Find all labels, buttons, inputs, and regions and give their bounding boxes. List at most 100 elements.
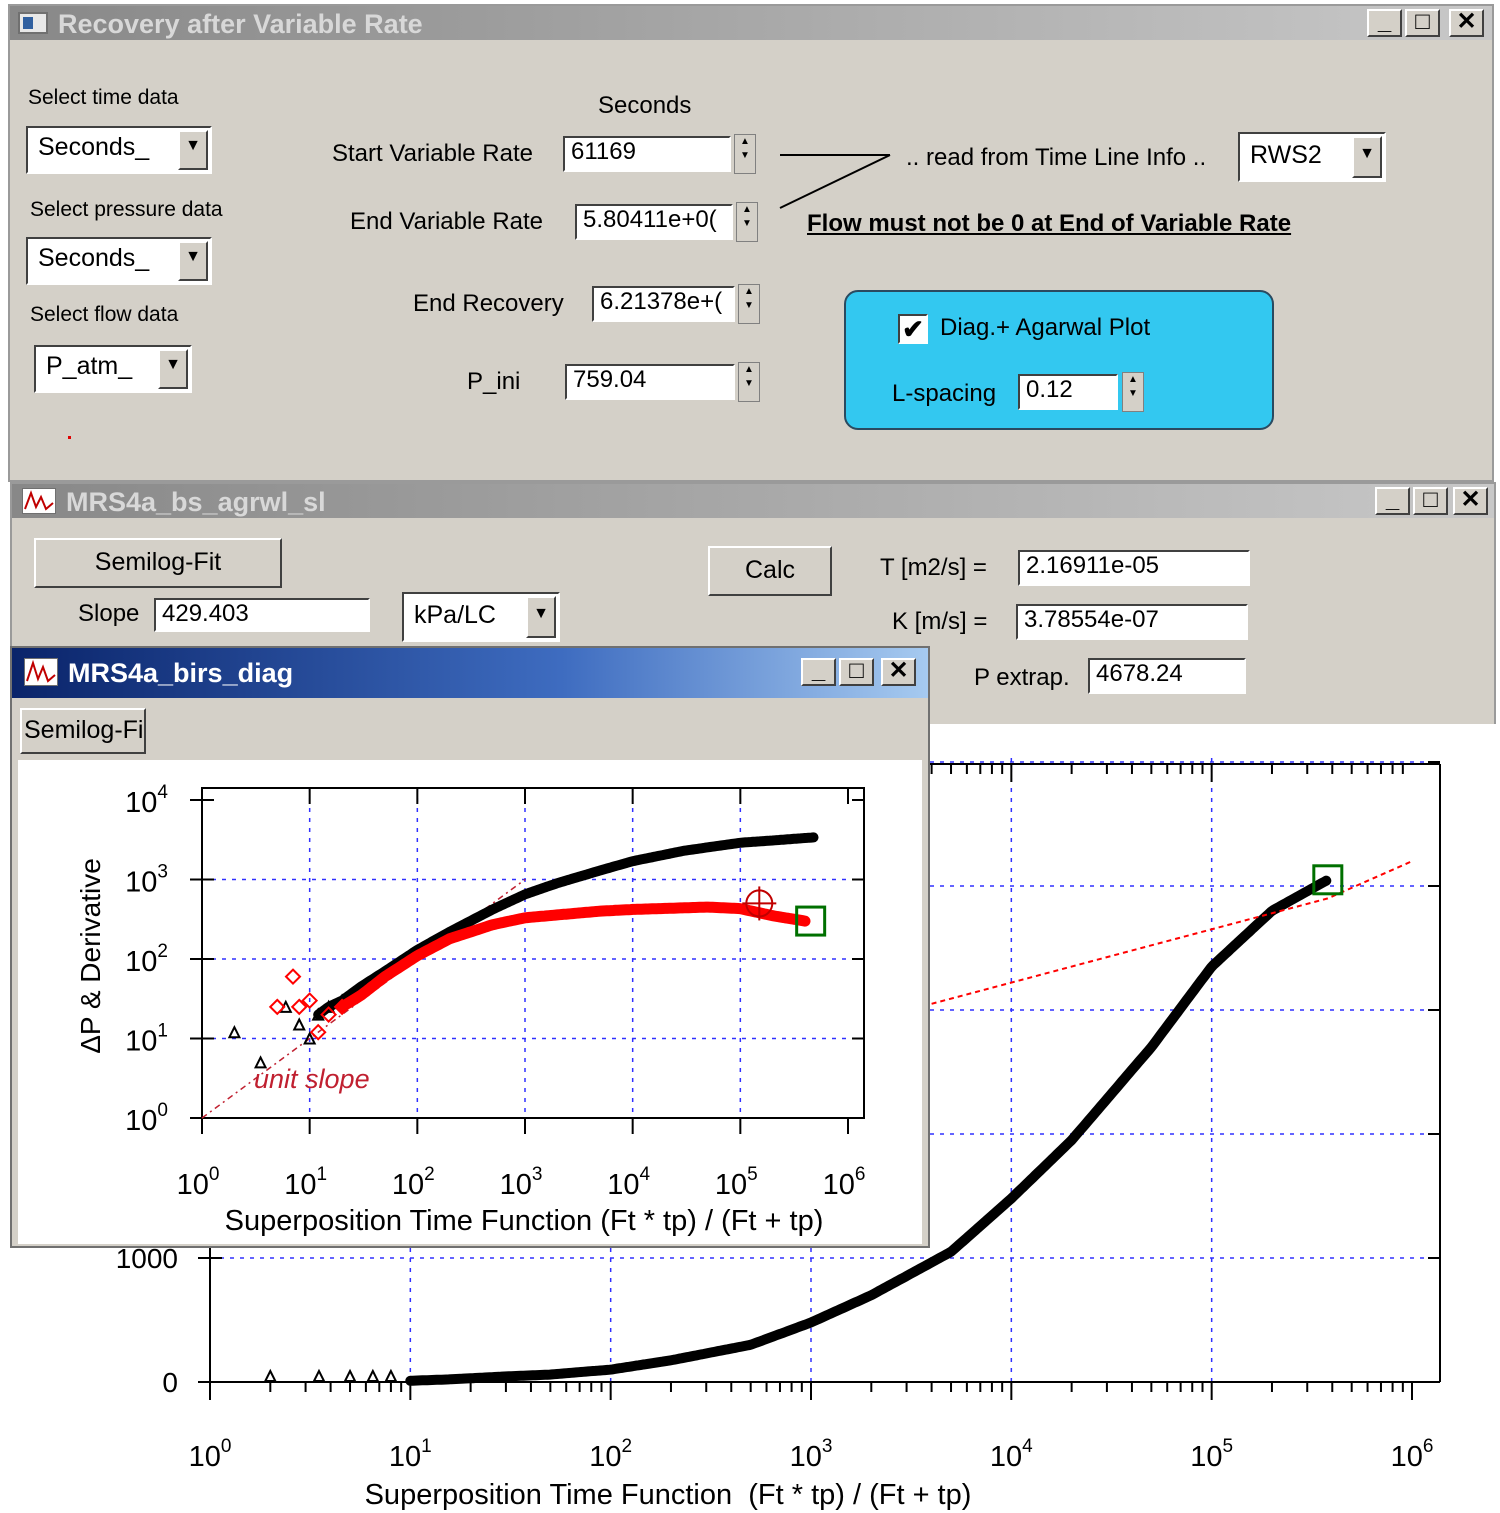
recovery-window: Recovery after Variable Rate _ □ ✕ Selec… [8, 4, 1494, 482]
select-time-label: Select time data [28, 86, 179, 109]
unit-slope-line [201, 878, 526, 1119]
data-point [366, 1368, 380, 1382]
slope-input[interactable]: 429.403 [154, 598, 370, 632]
start-variable-rate-label: Start Variable Rate [332, 140, 533, 167]
chevron-down-icon[interactable]: ▼ [178, 241, 208, 281]
t-label: T [m2/s] = [880, 554, 987, 581]
p-ini-spinner[interactable]: ▲ ▼ [738, 362, 760, 402]
recovery-titlebar[interactable]: Recovery after Variable Rate _ □ ✕ [10, 6, 1492, 40]
calc-button[interactable]: Calc [708, 546, 832, 596]
data-point [263, 1368, 277, 1382]
chevron-down-icon[interactable]: ▼ [178, 130, 208, 170]
agarwal-titlebar[interactable]: MRS4a_bs_agrwl_sl _ □ ✕ [12, 484, 1494, 518]
window-title: MRS4a_bs_agrwl_sl [66, 487, 326, 517]
select-flow-combo[interactable]: P_atm_ ▼ [34, 345, 192, 393]
derivative-point [309, 1023, 327, 1041]
select-pressure-combo[interactable]: Seconds_ ▼ [26, 237, 212, 285]
read-from-combo[interactable]: RWS2 ▼ [1238, 132, 1386, 182]
k-label: K [m/s] = [892, 608, 988, 635]
data-point [253, 1055, 268, 1069]
data-point [227, 1024, 242, 1039]
x-tick-label: 104 [990, 1436, 1033, 1473]
x-axis-label: Superposition Time Function (Ft * tp) / … [225, 1205, 824, 1237]
end-recovery-spinner[interactable]: ▲ ▼ [738, 284, 760, 324]
plot-frame [201, 787, 865, 1119]
units-value: kPa/LC [414, 601, 496, 629]
l-spacing-input[interactable]: 0.12 [1018, 374, 1118, 410]
app-icon [18, 12, 48, 34]
y-tick-label: 0 [162, 1367, 178, 1398]
data-point [292, 1017, 306, 1031]
semilog-fit-button[interactable]: Semilog-Fi [20, 708, 146, 754]
p-ini-label: P_ini [467, 368, 521, 395]
close-icon[interactable]: ✕ [1449, 9, 1484, 37]
l-spacing-spinner[interactable]: ▲ ▼ [1122, 372, 1144, 412]
start-variable-rate-spinner[interactable]: ▲ ▼ [734, 134, 756, 174]
data-series-line [405, 875, 1332, 1386]
t-value-field[interactable]: 2.16911e-05 [1018, 550, 1250, 586]
end-recovery-label: End Recovery [413, 290, 564, 317]
p-extrap-field[interactable]: 4678.24 [1088, 658, 1246, 694]
select-flow-value: P_atm_ [46, 352, 133, 380]
y-axis-label: ΔP & Derivative [75, 858, 106, 1054]
diag-options-panel: ✔ Diag.+ Agarwal Plot L-spacing 0.12 ▲ ▼ [844, 290, 1274, 430]
k-value-field[interactable]: 3.78554e-07 [1016, 604, 1248, 640]
y-tick-label: 1000 [116, 1243, 178, 1274]
start-variable-rate-input[interactable]: 61169 [563, 136, 731, 172]
minimize-icon[interactable]: _ [1367, 9, 1402, 37]
seconds-header: Seconds [598, 92, 692, 119]
diag-checkbox[interactable]: ✔ [898, 314, 928, 344]
derivative-point [284, 968, 302, 986]
data-point [303, 1031, 317, 1045]
derivative-point [301, 992, 319, 1009]
derivative-series-line [336, 901, 811, 1013]
red-dot [68, 436, 71, 439]
select-flow-label: Select flow data [30, 303, 179, 326]
diag-checkbox-label: Diag.+ Agarwal Plot [940, 314, 1151, 341]
p-ini-input[interactable]: 759.04 [565, 364, 735, 400]
end-variable-rate-input[interactable]: 5.80411e+0( [575, 204, 733, 240]
minimize-icon[interactable]: _ [801, 658, 836, 686]
derivative-point [290, 998, 308, 1016]
select-pressure-label: Select pressure data [30, 198, 223, 221]
maximize-icon[interactable]: □ [839, 658, 874, 686]
units-combo[interactable]: kPa/LC ▼ [402, 592, 560, 642]
end-variable-rate-spinner[interactable]: ▲ ▼ [736, 202, 758, 242]
data-point [312, 1368, 326, 1382]
read-from-value: RWS2 [1250, 141, 1322, 169]
connector-lines [779, 154, 891, 209]
minimize-icon[interactable]: _ [1375, 487, 1410, 515]
end-recovery-input[interactable]: 6.21378e+( [592, 286, 735, 322]
data-point [384, 1368, 398, 1382]
x-tick-label: 100 [189, 1436, 232, 1473]
close-icon[interactable]: ✕ [881, 658, 916, 686]
select-pressure-value: Seconds_ [38, 244, 150, 272]
maximize-icon[interactable]: □ [1405, 9, 1440, 37]
window-title: MRS4a_birs_diag [68, 658, 294, 688]
chevron-down-icon[interactable]: ▼ [526, 596, 556, 638]
slope-label: Slope [78, 600, 140, 627]
chart-window-icon [24, 658, 58, 686]
read-from-label: .. read from Time Line Info .. [906, 144, 1207, 171]
derivative-point [320, 1006, 338, 1023]
end-marker [795, 905, 827, 937]
end-marker [1312, 864, 1344, 896]
window-title: Recovery after Variable Rate [58, 9, 423, 39]
unit-slope-annotation: unit slope [254, 1064, 370, 1094]
flow-warning-link[interactable]: Flow must not be 0 at End of Variable Ra… [807, 210, 1292, 237]
chart-window-icon [22, 488, 56, 514]
data-point [343, 1368, 357, 1382]
semilog-fit-button[interactable]: Semilog-Fit [34, 538, 282, 588]
x-axis-label: Superposition Time Function (Ft * tp) / … [365, 1479, 972, 1511]
chevron-down-icon[interactable]: ▼ [158, 349, 188, 389]
diag-titlebar[interactable]: MRS4a_birs_diag _ □ ✕ [12, 648, 928, 698]
close-icon[interactable]: ✕ [1453, 487, 1488, 515]
select-time-value: Seconds_ [38, 133, 150, 161]
p-extrap-label: P extrap. [974, 664, 1070, 691]
end-variable-rate-label: End Variable Rate [350, 208, 544, 235]
select-time-combo[interactable]: Seconds_ ▼ [26, 126, 212, 174]
chevron-down-icon[interactable]: ▼ [1352, 136, 1382, 178]
maximize-icon[interactable]: □ [1413, 487, 1448, 515]
l-spacing-label: L-spacing [892, 380, 997, 407]
